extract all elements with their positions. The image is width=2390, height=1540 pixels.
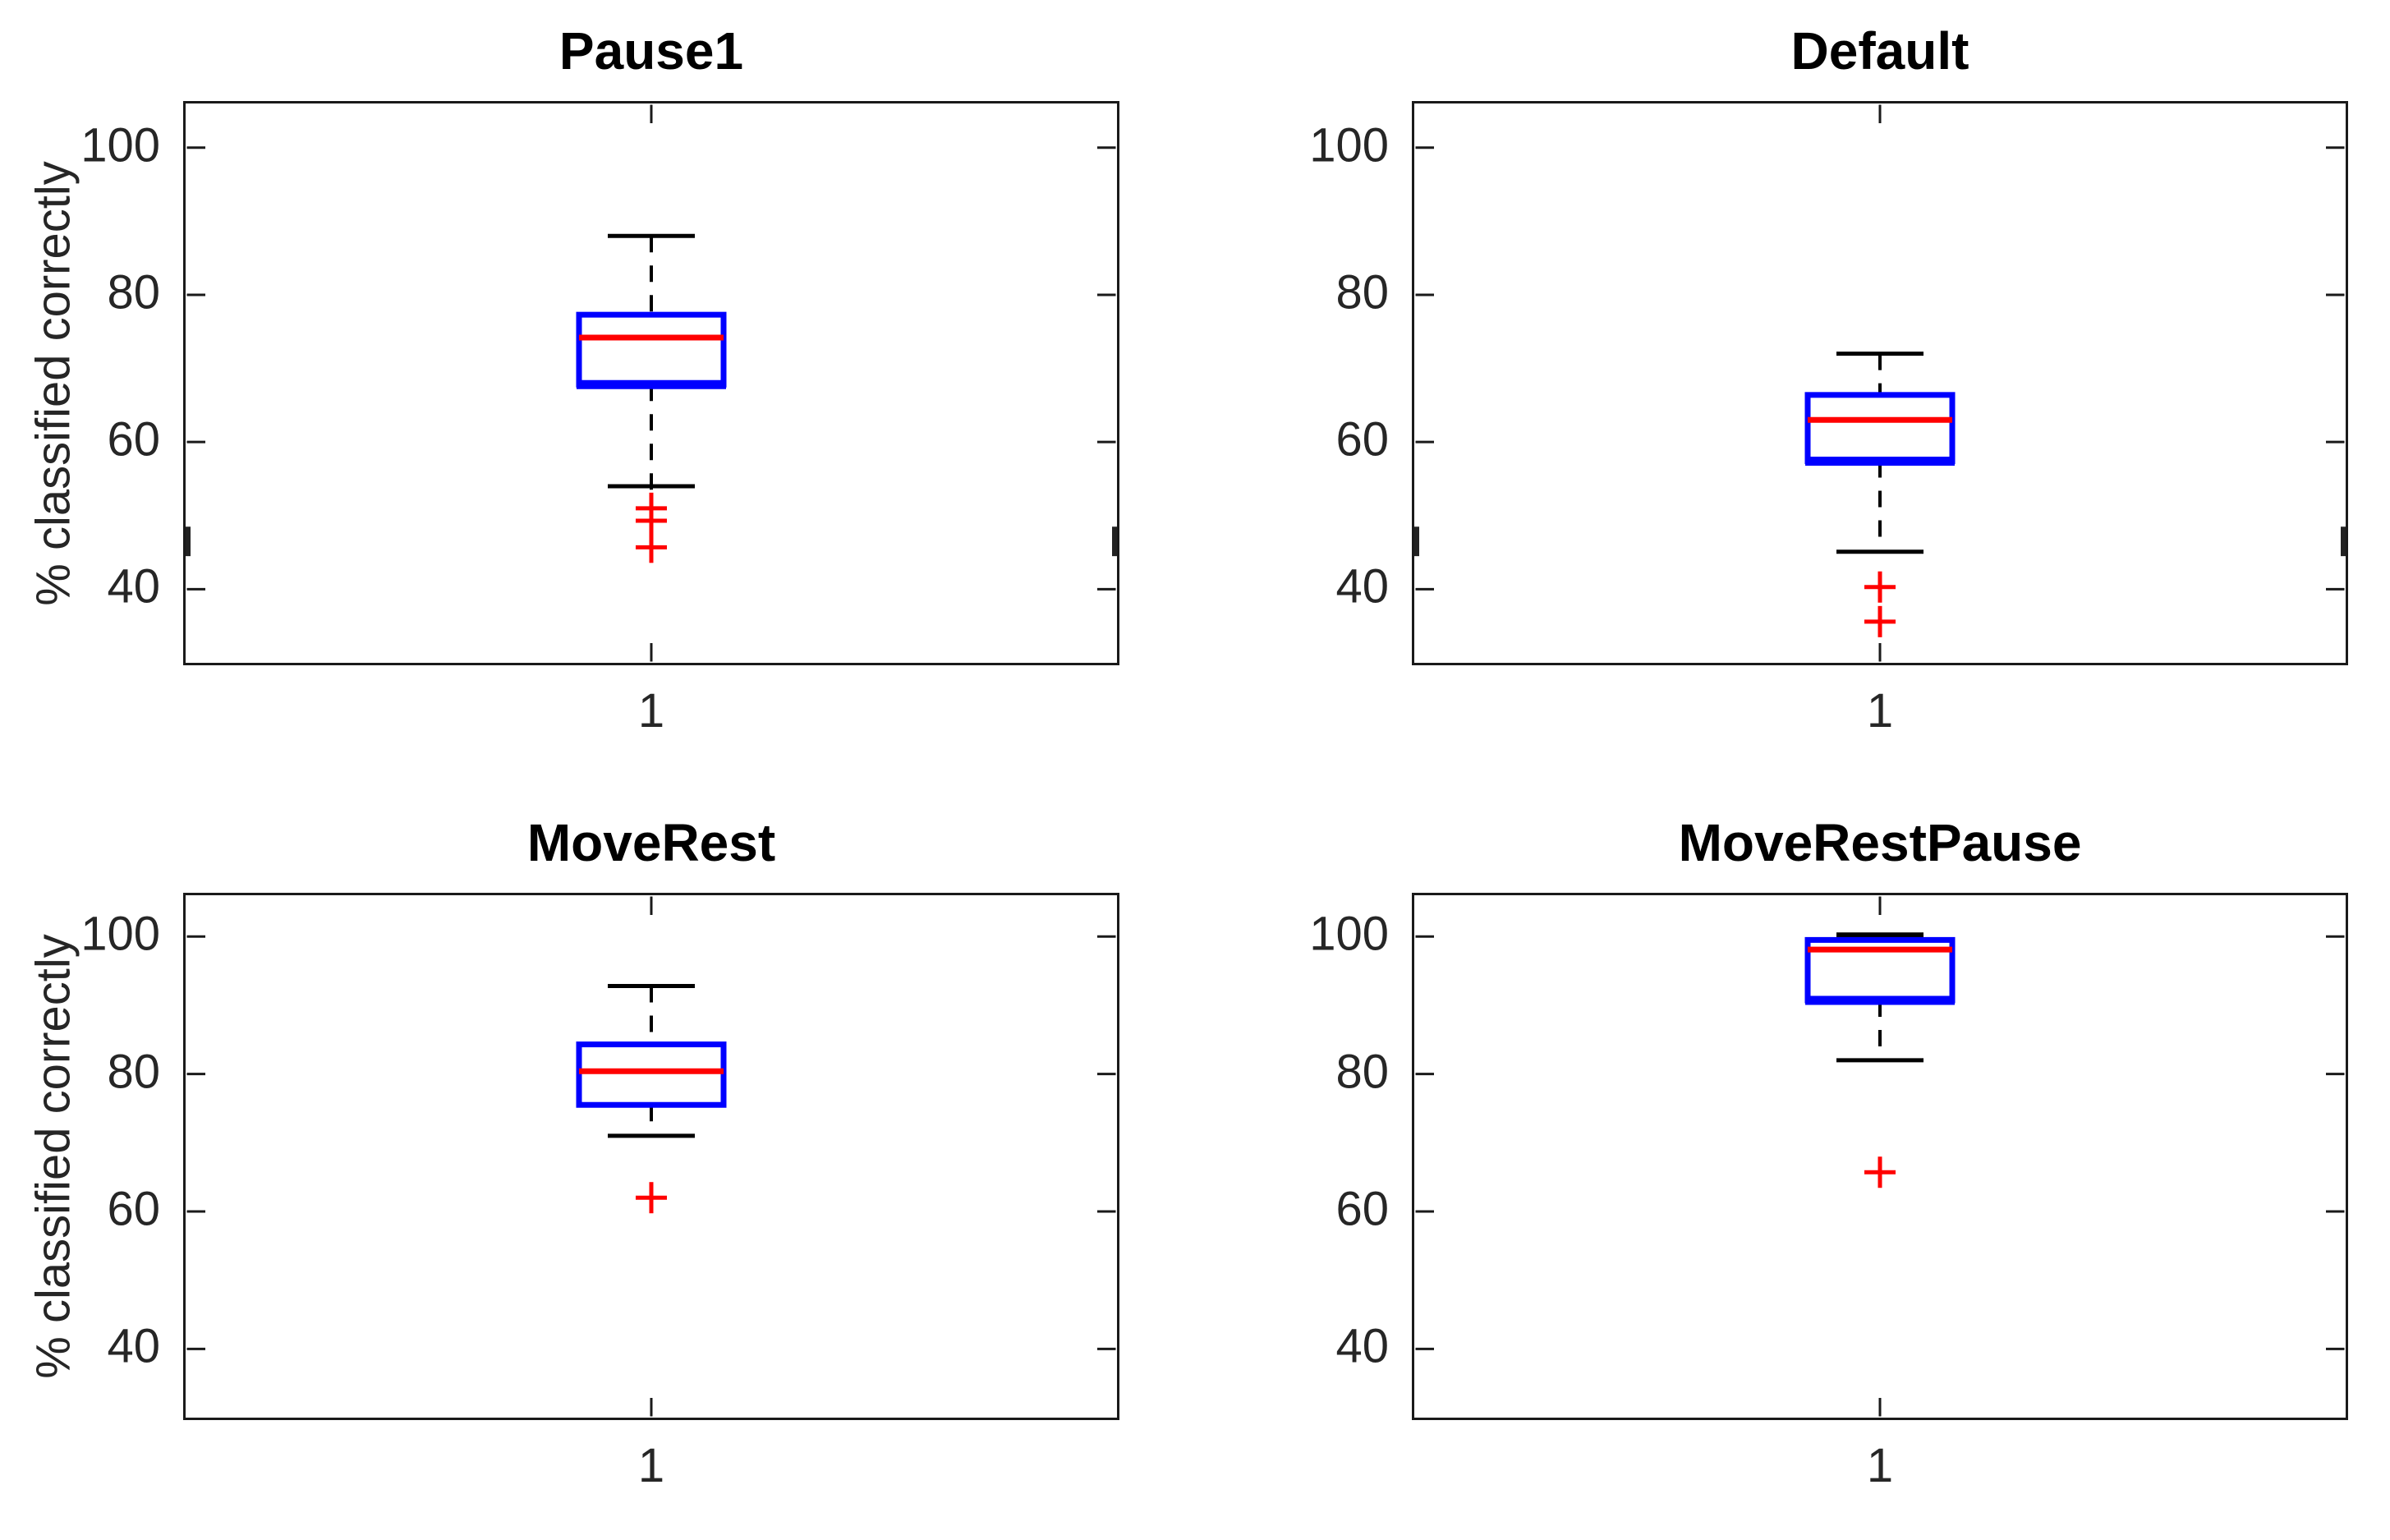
y-tick-label: 60 <box>107 412 160 467</box>
y-tick-label: 80 <box>107 1045 160 1099</box>
y-tick-label: 80 <box>1335 1045 1389 1099</box>
y-tick-label: 80 <box>107 265 160 319</box>
boxplot-svg <box>1415 896 2345 1417</box>
y-tick-label: 100 <box>80 907 160 961</box>
subplot-title: Default <box>1790 21 1969 80</box>
subplot-title: Pause1 <box>558 21 744 80</box>
y-tick-label: 40 <box>107 1319 160 1373</box>
y-axis-label: % classified correctly <box>26 934 80 1379</box>
y-axis-label: % classified correctly <box>26 160 80 606</box>
plot-area <box>183 101 1119 665</box>
x-tick-label: 1 <box>1866 1439 1894 1492</box>
plot-area <box>183 893 1119 1420</box>
boxplot-svg <box>1414 104 2346 662</box>
y-tick-label: 40 <box>1335 559 1389 614</box>
subplot-title: MoveRestPause <box>1678 813 2082 872</box>
x-tick-label: 1 <box>1866 684 1894 738</box>
x-tick-label: 1 <box>637 1439 665 1492</box>
y-tick-label: 100 <box>1309 907 1389 961</box>
y-tick-label: 100 <box>80 118 160 172</box>
box-rect <box>576 311 727 388</box>
y-tick-label: 60 <box>1335 412 1389 467</box>
y-tick-label: 80 <box>1335 265 1389 319</box>
boxplot-svg <box>186 104 1117 662</box>
boxplot-svg <box>186 896 1116 1417</box>
plot-area <box>1412 101 2348 665</box>
subplot-moverest: MoveRest % classified correctly 1 100 80 6… <box>27 813 1119 1492</box>
subplot-pause1: Pause1 % classified correctly 1 100 80 60 4… <box>27 21 1119 738</box>
box-rect <box>576 1041 727 1108</box>
subplot-default: Default 1 100 80 60 40 <box>1309 21 2348 738</box>
y-tick-label: 60 <box>107 1182 160 1236</box>
x-tick-label: 1 <box>637 684 665 738</box>
y-tick-label: 40 <box>1335 1319 1389 1373</box>
subplot-moverestpause: MoveRestPause 1 100 80 60 40 <box>1309 813 2348 1492</box>
box-rect <box>1804 392 1956 464</box>
y-tick-label: 100 <box>1309 118 1389 172</box>
plot-area <box>1412 893 2348 1420</box>
y-tick-label: 60 <box>1335 1182 1389 1236</box>
y-tick-label: 40 <box>107 559 160 614</box>
subplot-title: MoveRest <box>526 813 776 872</box>
